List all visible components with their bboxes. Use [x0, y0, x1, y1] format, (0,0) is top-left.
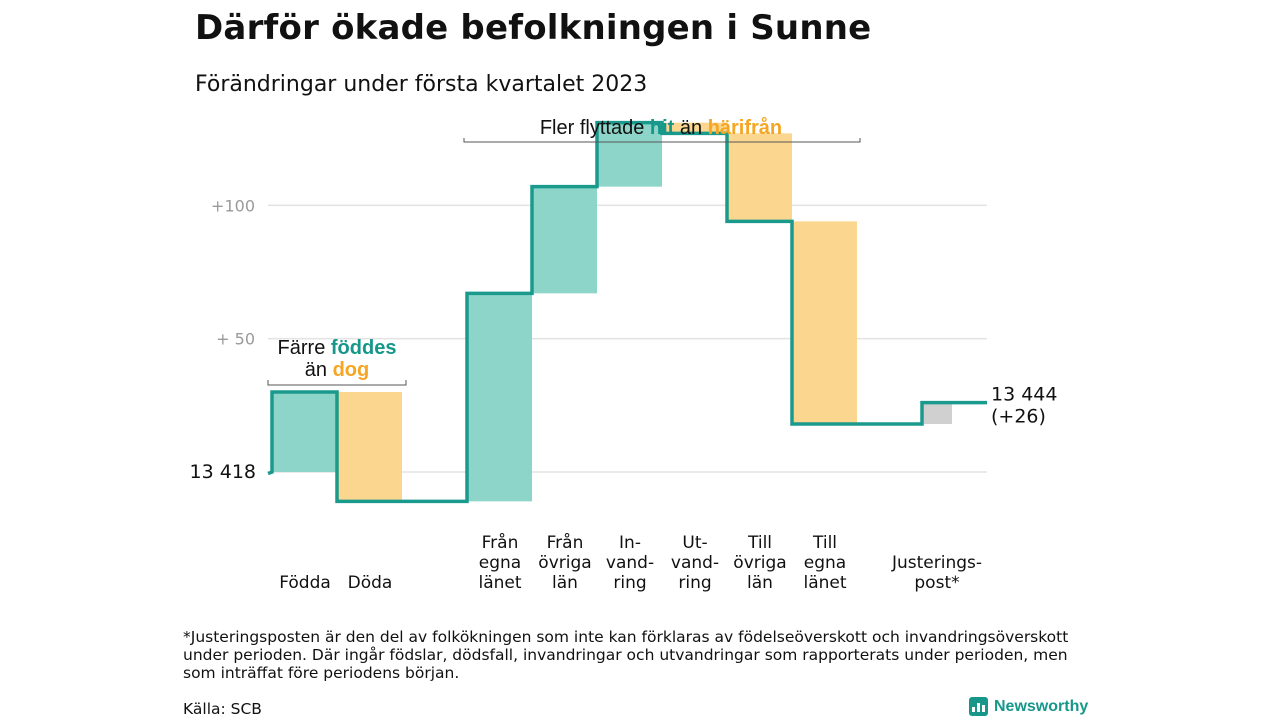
annotation-migration: Fler flyttade hit än härifrån: [540, 116, 782, 139]
annotation-colored-word: härifrån: [708, 116, 782, 139]
bar-utvandring: [662, 122, 727, 134]
category-label: län: [747, 573, 773, 593]
brand-logo: Newsworthy: [969, 697, 1088, 716]
bar-justering: [922, 402, 952, 424]
bar-fodda: [272, 392, 337, 472]
annotation-teal-word: föddes: [331, 337, 397, 359]
end-value-label: 13 444: [991, 384, 1057, 406]
category-label: övriga: [733, 553, 786, 573]
bar-fran_ovriga: [532, 186, 597, 294]
annotation-text: Fler flyttade: [540, 117, 650, 139]
newsworthy-logo-icon: [969, 697, 988, 716]
y-tick-label: +100: [211, 196, 255, 215]
annotation-orange-word: dog: [333, 359, 370, 381]
category-label: ring: [613, 573, 646, 593]
category-label: In-: [619, 533, 641, 553]
category-label: Till: [812, 533, 837, 553]
category-label: post*: [914, 573, 959, 593]
annotation-text: Färre: [278, 337, 331, 359]
annotation-natural-bracket: [267, 380, 407, 386]
category-label: Döda: [348, 573, 393, 593]
cumulative-step-line: [267, 120, 987, 504]
category-label: Till: [747, 533, 772, 553]
annotation-natural-line2: än dog: [305, 359, 369, 381]
category-label: egna: [479, 553, 521, 573]
chart-title: Därför ökade befolkningen i Sunne: [195, 8, 872, 48]
bar-fran_egna: [467, 293, 532, 502]
bar-till_ovriga: [727, 133, 792, 222]
category-label: vand-: [606, 553, 654, 573]
start-value-label: 13 418: [190, 461, 256, 483]
category-label: Ut-: [682, 533, 707, 553]
category-label: länet: [803, 573, 846, 593]
annotation-natural-line1: Färre föddes: [278, 337, 397, 359]
category-label: länet: [478, 573, 521, 593]
category-label: Födda: [279, 573, 331, 593]
category-label: övriga: [538, 553, 591, 573]
annotation-migration-bracket: [463, 138, 861, 143]
category-label: vand-: [671, 553, 719, 573]
category-label: län: [552, 573, 578, 593]
bar-doda: [337, 392, 402, 502]
bar-invandring: [597, 122, 662, 187]
brand-name: Newsworthy: [994, 697, 1089, 715]
category-label: Från: [547, 532, 584, 553]
chart-subtitle: Förändringar under första kvartalet 2023: [195, 72, 648, 97]
footnote: *Justeringsposten är den del av folkökni…: [183, 628, 1069, 682]
category-label: egna: [804, 553, 846, 573]
end-change-label: (+26): [991, 406, 1046, 428]
category-label: Från: [482, 532, 519, 553]
bar-till_egna: [792, 221, 857, 424]
y-tick-label: + 50: [216, 330, 255, 349]
source-note: Källa: SCB: [183, 700, 262, 718]
annotation-colored-word: hit: [650, 117, 675, 139]
category-label: ring: [678, 573, 711, 593]
category-label: Justerings-: [891, 553, 982, 573]
annotation-text: än: [674, 117, 707, 139]
annotation-text: än: [305, 359, 333, 381]
